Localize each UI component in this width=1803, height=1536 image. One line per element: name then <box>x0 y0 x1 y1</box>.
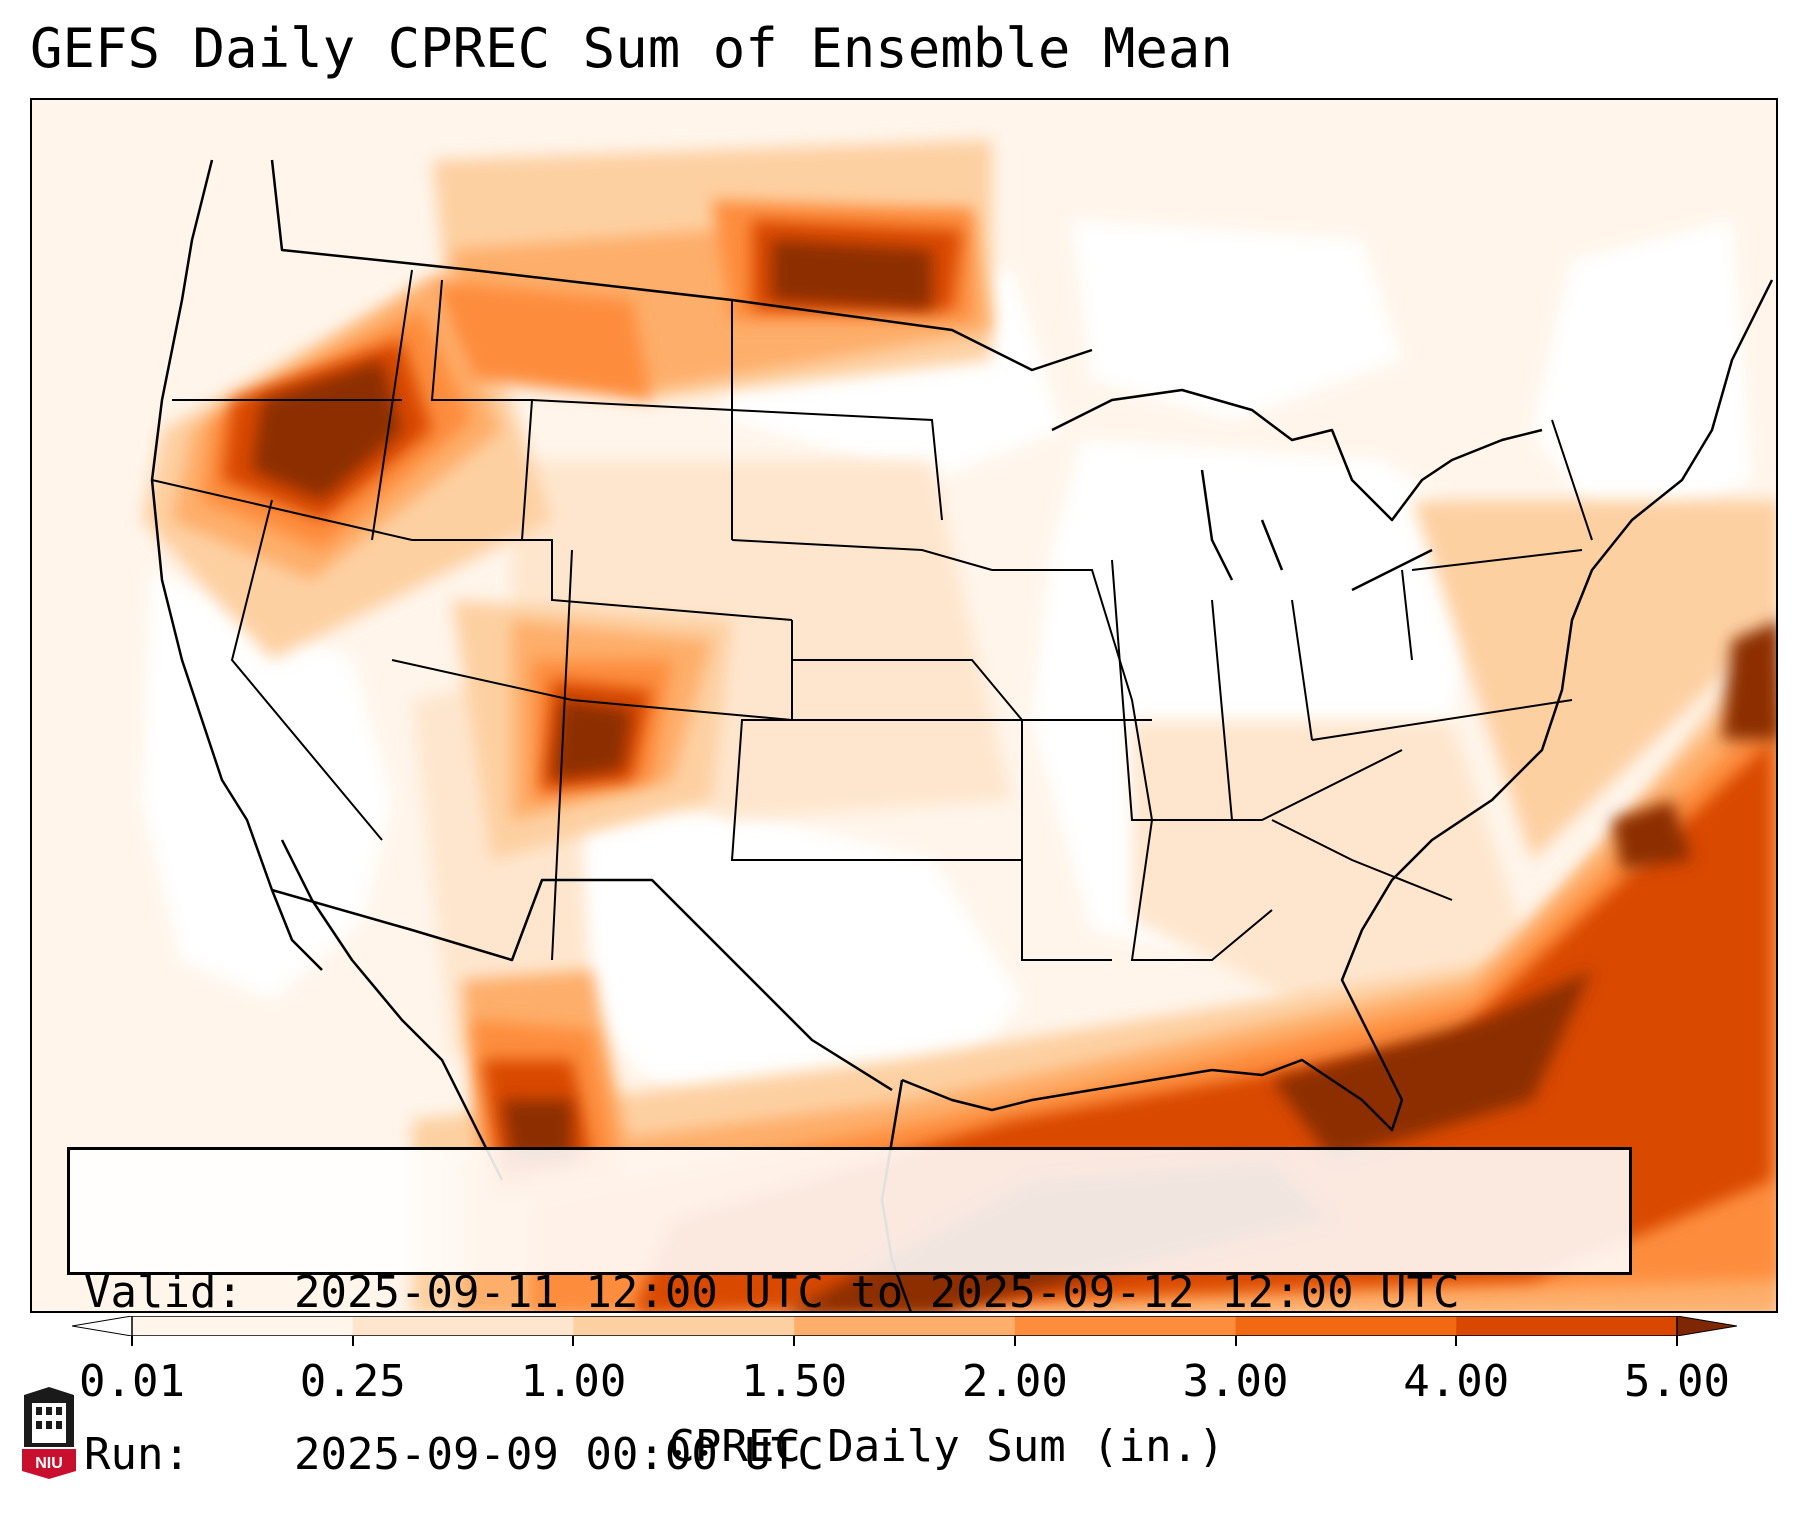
colorbar-tick <box>1455 1336 1458 1346</box>
colorbar-tick <box>131 1336 133 1346</box>
colorbar-tick-label: 5.00 <box>1624 1356 1730 1407</box>
svg-text:NIU: NIU <box>35 1455 63 1472</box>
valid-label: Valid: <box>84 1267 243 1318</box>
colorbar-tick-label: 0.25 <box>299 1356 406 1407</box>
colorbar-tick <box>572 1336 575 1346</box>
map-title: GEFS Daily CPREC Sum of Ensemble Mean <box>30 17 1233 80</box>
valid-value: 2025-09-11 12:00 UTC to 2025-09-12 12:00… <box>294 1267 1460 1318</box>
state-borders <box>151 269 1593 961</box>
colorbar-tick <box>1676 1336 1678 1346</box>
colorbar-extend-low <box>72 1316 133 1336</box>
run-value: 2025-09-09 00:00 UTC <box>294 1429 824 1480</box>
colorbar-label: CPREC Daily Sum (in.) <box>668 1421 1225 1472</box>
colorbar-segment <box>132 1316 354 1336</box>
precip-map <box>32 100 1776 1311</box>
great-lakes <box>1051 388 1543 592</box>
colorbar-segment <box>352 1316 574 1336</box>
map-panel <box>30 98 1778 1313</box>
gulf-coast <box>901 279 1774 1132</box>
colorbar-segment <box>573 1316 795 1336</box>
colorbar-tick-label: 3.00 <box>1182 1356 1289 1407</box>
colorbar <box>72 1316 1737 1336</box>
coastlines <box>150 159 1774 1311</box>
run-label: Run: <box>84 1429 190 1480</box>
west-coast <box>150 159 323 971</box>
colorbar-tick-label: 4.00 <box>1403 1356 1510 1407</box>
niu-logo: NIU <box>22 1387 76 1479</box>
colorbar-tick <box>1234 1336 1237 1346</box>
colorbar-tick-label: 1.50 <box>741 1356 848 1407</box>
colorbar-segment <box>1235 1316 1457 1336</box>
colorbar-tick-label: 2.00 <box>961 1356 1068 1407</box>
colorbar-tick-label: 1.00 <box>520 1356 627 1407</box>
colorbar-segment <box>1456 1316 1678 1336</box>
colorbar-segment <box>1014 1316 1237 1336</box>
colorbar-tick <box>1013 1336 1016 1346</box>
colorbar-extend-high <box>1676 1316 1737 1336</box>
mexico-border <box>271 878 893 1092</box>
colorbar-tick-label: 0.01 <box>79 1356 185 1407</box>
colorbar-tick <box>351 1336 354 1346</box>
colorbar-segment <box>794 1316 1016 1336</box>
baja <box>280 839 504 1181</box>
info-box: Valid: 2025-09-11 12:00 UTC to 2025-09-12… <box>67 1147 1632 1480</box>
run-row: Run: 2025-09-09 00:00 UTC <box>84 1428 1615 1482</box>
colorbar-tick <box>793 1336 796 1346</box>
valid-row: Valid: 2025-09-11 12:00 UTC to 2025-09-12… <box>84 1266 1615 1320</box>
